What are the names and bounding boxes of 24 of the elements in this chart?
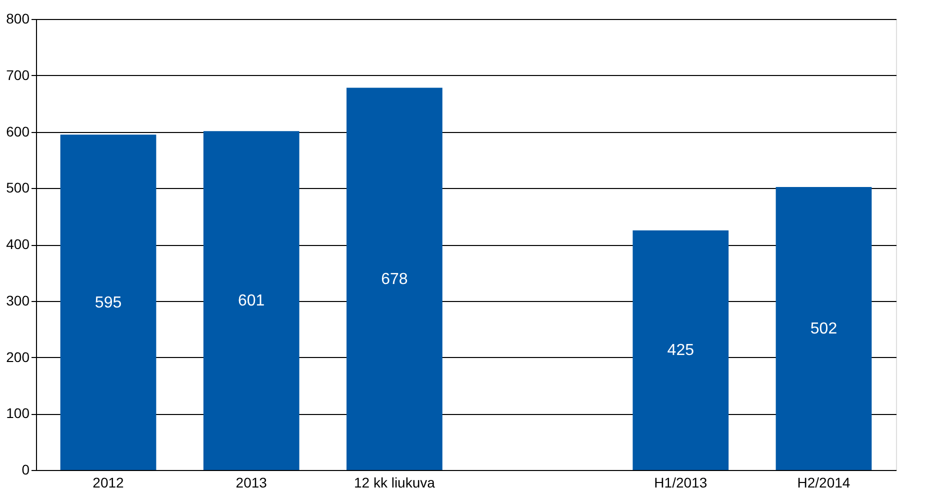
y-tick-label: 800	[6, 10, 30, 26]
data-label: 678	[381, 270, 408, 288]
data-label: 425	[667, 342, 694, 360]
x-tick-label: 2013	[236, 474, 268, 490]
y-tick-label: 600	[6, 123, 30, 140]
y-tick-label: 400	[6, 236, 30, 252]
x-tick-label: 12 kk liukuva	[354, 474, 436, 490]
bar	[203, 131, 300, 470]
data-label: 502	[810, 320, 838, 338]
y-tick-label: 0	[22, 462, 30, 478]
y-tick-label: 200	[6, 348, 30, 365]
y-tick-label: 100	[6, 405, 30, 422]
bar	[632, 230, 729, 470]
y-tick-label: 500	[6, 180, 30, 196]
bar	[346, 88, 442, 470]
data-label: 601	[238, 292, 265, 310]
x-tick-label: H2/2014	[797, 474, 850, 490]
bar	[776, 187, 872, 470]
x-tick-label: H1/2013	[654, 474, 708, 490]
data-label: 595	[94, 294, 122, 312]
y-tick-label: 300	[6, 292, 30, 308]
y-tick-label: 700	[6, 66, 30, 83]
bar	[60, 134, 156, 470]
x-tick-label: 2012	[92, 474, 124, 490]
